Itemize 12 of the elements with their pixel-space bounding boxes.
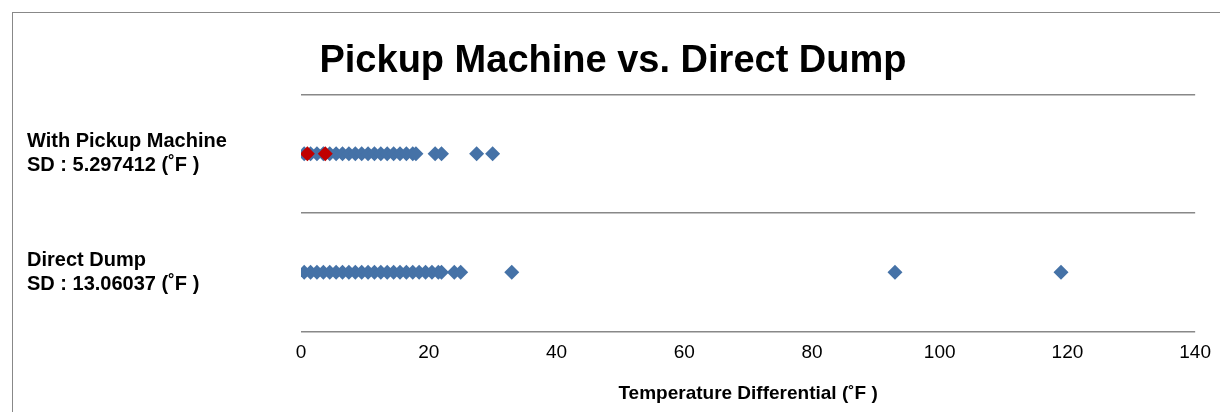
x-tick-label: 80 — [801, 341, 823, 363]
x-tick-label: 0 — [295, 341, 307, 363]
x-tick-label: 100 — [923, 341, 956, 363]
x-tick-label: 20 — [418, 341, 440, 363]
chart-title: Pickup Machine vs. Direct Dump — [319, 38, 907, 81]
x-tick-label: 140 — [1179, 341, 1211, 363]
x-axis-title: Temperature Differential (˚F ) — [618, 381, 878, 403]
x-tick-label: 40 — [545, 341, 568, 363]
x-tick-label: 60 — [673, 341, 695, 363]
y-tick-label: Direct Dump SD : 13.06037 (˚F ) — [27, 247, 200, 294]
y-tick-label: With Pickup Machine SD : 5.297412 (˚F ) — [27, 129, 227, 176]
x-tick-label: 120 — [1051, 341, 1084, 363]
